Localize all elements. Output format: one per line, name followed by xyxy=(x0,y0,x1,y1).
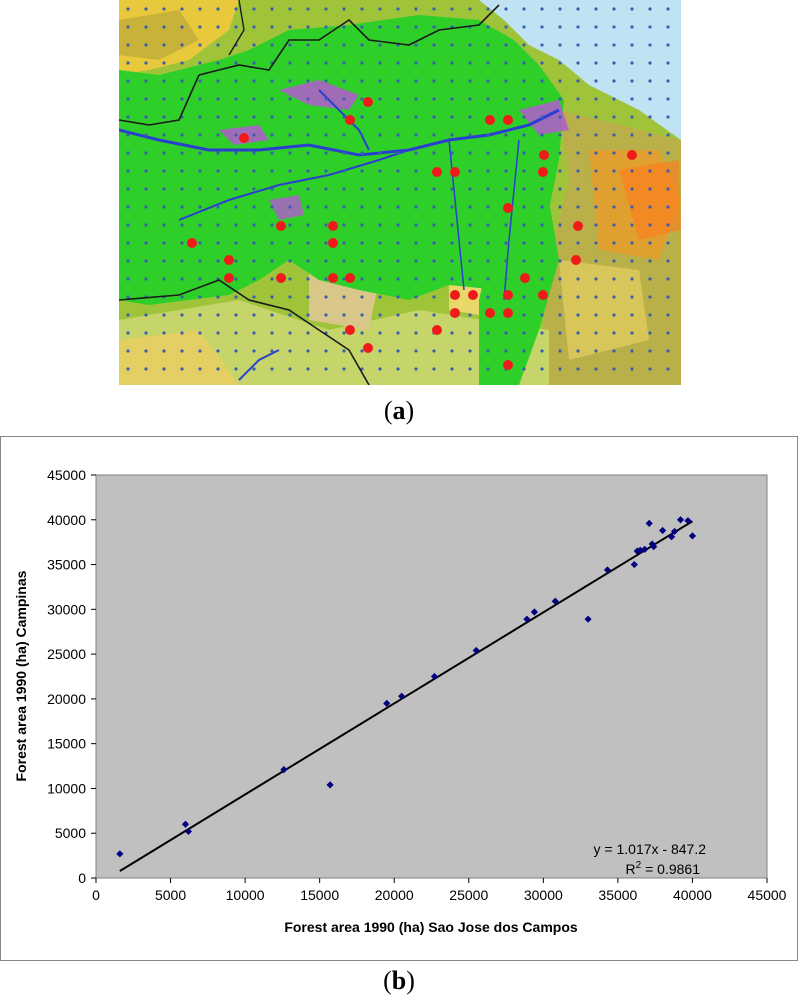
data-point xyxy=(633,547,641,555)
y-tick-label: 15000 xyxy=(47,736,86,752)
x-tick-label: 10000 xyxy=(226,887,265,903)
site-marker xyxy=(328,221,338,231)
site-marker xyxy=(468,290,478,300)
site-marker xyxy=(276,221,286,231)
r-squared: R2 = 0.9861 xyxy=(626,860,701,877)
y-axis: 0 5000 10000 15000 20000 25000 30000 35000 40000… xyxy=(47,467,96,886)
x-tick-label: 40000 xyxy=(673,887,712,903)
panel-a-label: (a) xyxy=(383,396,415,425)
x-axis: 0 5000 10000 15000 20000 25000 30000 35000 40000… xyxy=(92,878,787,903)
trend-equation: y = 1.017x - 847.2 xyxy=(594,841,707,857)
site-marker xyxy=(538,290,548,300)
y-tick-label: 0 xyxy=(78,870,86,886)
data-point xyxy=(430,672,439,681)
data-point xyxy=(684,517,692,525)
site-marker xyxy=(328,238,338,248)
site-marker xyxy=(187,238,197,248)
y-tick-label: 20000 xyxy=(47,691,86,707)
y-tick-label: 45000 xyxy=(47,467,86,483)
site-marker xyxy=(627,150,637,160)
site-marker xyxy=(485,115,495,125)
site-marker xyxy=(503,360,513,370)
x-tick-label: 5000 xyxy=(155,887,186,903)
site-marker xyxy=(503,308,513,318)
data-point xyxy=(630,560,638,569)
data-point xyxy=(181,820,190,828)
site-marker xyxy=(239,133,249,143)
site-marker xyxy=(328,273,338,283)
data-point xyxy=(116,850,124,858)
site-marker xyxy=(538,167,548,177)
site-marker xyxy=(573,221,583,231)
data-point xyxy=(523,615,531,623)
x-tick-label: 15000 xyxy=(300,887,339,903)
x-tick-label: 35000 xyxy=(598,887,637,903)
site-marker xyxy=(503,290,513,300)
site-marker xyxy=(450,308,460,318)
x-tick-label: 20000 xyxy=(375,887,414,903)
data-point xyxy=(676,516,685,524)
x-tick-label: 45000 xyxy=(748,887,787,903)
site-marker xyxy=(503,115,513,125)
x-tick-label: 30000 xyxy=(524,887,563,903)
site-marker xyxy=(224,273,234,283)
data-point xyxy=(667,533,676,541)
scatter-chart: 0 5000 10000 15000 20000 25000 30000 35000 40000… xyxy=(0,436,798,961)
y-axis-title: Forest area 1990 (ha) Campinas xyxy=(13,570,29,781)
site-marker xyxy=(432,325,442,335)
site-marker xyxy=(345,273,355,283)
data-point xyxy=(603,566,612,574)
site-marker xyxy=(450,290,460,300)
site-marker xyxy=(345,325,355,335)
site-marker xyxy=(450,167,460,177)
site-marker xyxy=(363,97,373,107)
data-point xyxy=(280,766,288,774)
map-grid xyxy=(119,0,681,385)
site-marker xyxy=(520,273,530,283)
site-marker xyxy=(485,308,495,318)
site-marker xyxy=(571,255,581,265)
x-tick-label: 25000 xyxy=(449,887,488,903)
site-marker xyxy=(224,255,234,265)
data-point xyxy=(398,692,406,700)
data-point xyxy=(641,545,649,553)
site-marker xyxy=(503,203,513,213)
trendline xyxy=(119,520,693,872)
site-marker xyxy=(345,115,355,125)
y-tick-label: 5000 xyxy=(55,825,86,841)
map-sites xyxy=(187,97,637,370)
y-tick-label: 35000 xyxy=(47,557,86,573)
data-point xyxy=(659,526,667,535)
x-axis-title: Forest area 1990 (ha) Sao Jose dos Campo… xyxy=(284,919,578,935)
trendline-path xyxy=(119,520,693,872)
y-tick-label: 40000 xyxy=(47,512,86,528)
y-tick-label: 25000 xyxy=(47,646,86,662)
y-tick-label: 30000 xyxy=(47,601,86,617)
data-point xyxy=(584,615,592,623)
panel-b-label: (b) xyxy=(383,966,415,995)
site-marker xyxy=(276,273,286,283)
data-point xyxy=(326,781,334,789)
map-border xyxy=(198,4,500,76)
site-marker xyxy=(539,150,549,160)
site-marker xyxy=(363,343,373,353)
y-tick-label: 10000 xyxy=(47,780,86,796)
forest-map xyxy=(119,0,681,385)
data-point xyxy=(383,699,391,707)
data-point xyxy=(184,827,193,836)
site-marker xyxy=(432,167,442,177)
x-tick-label: 0 xyxy=(92,887,100,903)
data-point xyxy=(688,532,697,540)
